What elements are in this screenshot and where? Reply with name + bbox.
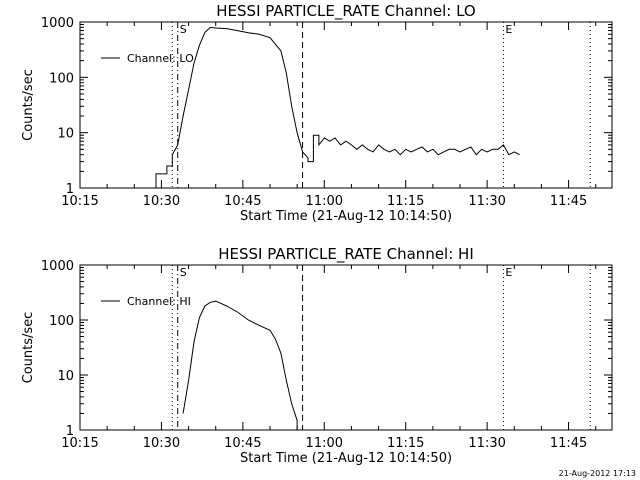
x-axis-label: Start Time (21-Aug-12 10:14:50) [240, 451, 452, 466]
x-tick-label: 11:30 [468, 436, 505, 451]
x-axis-label: Start Time (21-Aug-12 10:14:50) [240, 209, 452, 224]
chart-panel-hi: HESSI PARTICLE_RATE Channel: HI 10:15 10:3… [21, 245, 613, 466]
end-marker: E [505, 266, 512, 279]
chart-panel-lo: HESSI PARTICLE_RATE Channel: LO 10:15 10:3… [21, 2, 613, 224]
legend-entry: Channel: LO [127, 52, 194, 65]
x-tick-label: 11:00 [306, 436, 343, 451]
series-line [80, 26, 520, 189]
x-tick-label: 11:45 [550, 436, 587, 451]
x-tick-label: 11:30 [468, 194, 505, 209]
x-tick-label: 11:15 [387, 436, 424, 451]
y-axis-label: Counts/sec [21, 69, 36, 141]
x-tick-label: 11:00 [306, 194, 343, 209]
end-marker: E [505, 23, 512, 36]
y-tick-label: 10 [57, 127, 74, 142]
chart-title: HESSI PARTICLE_RATE Channel: HI [218, 245, 474, 264]
series-line [182, 300, 298, 430]
x-tick-label: 10:45 [224, 436, 261, 451]
y-tick-label: 1 [66, 182, 74, 197]
y-tick-label: 100 [49, 71, 74, 86]
x-tick-label: 11:45 [550, 194, 587, 209]
y-tick-label: 10 [57, 369, 74, 384]
y-tick-label: 1000 [41, 16, 74, 31]
x-tick-label: 11:15 [387, 194, 424, 209]
x-tick-label: 10:30 [143, 194, 180, 209]
plot-frame [79, 264, 613, 431]
y-axis-label: Counts/sec [21, 312, 36, 384]
plot-frame [79, 21, 613, 189]
footer-timestamp: 21-Aug-2012 17:13 [559, 469, 636, 478]
legend-entry: Channel: HI [127, 295, 191, 308]
x-tick-label: 10:45 [224, 194, 261, 209]
x-tick-label: 10:30 [143, 436, 180, 451]
chart-title: HESSI PARTICLE_RATE Channel: LO [216, 2, 475, 21]
y-tick-label: 1 [66, 424, 74, 439]
x-tick-label: 10:15 [61, 436, 98, 451]
y-tick-label: 100 [49, 314, 74, 329]
start-marker: S [180, 23, 187, 36]
start-marker: S [180, 266, 187, 279]
x-tick-label: 10:15 [61, 194, 98, 209]
y-tick-label: 1000 [41, 259, 74, 274]
